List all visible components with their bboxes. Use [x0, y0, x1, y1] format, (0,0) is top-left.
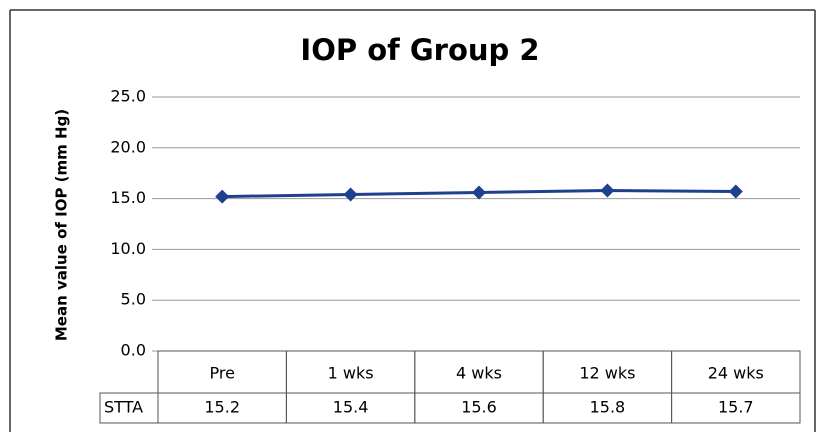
marker	[472, 185, 486, 200]
marker	[728, 184, 743, 199]
y-tick-label: 10.0	[110, 239, 146, 258]
x-tick-label: Pre	[209, 364, 234, 383]
table-value: 15.2	[204, 398, 240, 417]
marker	[215, 189, 230, 204]
y-tick-label: 25.0	[110, 87, 146, 106]
table-cell	[99, 392, 159, 424]
chart-title: IOP of Group 2	[300, 33, 539, 67]
table-value: 15.8	[590, 398, 626, 417]
y-axis-label: Mean value of IOP (mm Hg)	[53, 109, 71, 341]
x-tick-label: 24 wks	[708, 364, 764, 383]
table-cell	[671, 392, 801, 424]
y-tick-label: 5.0	[121, 290, 146, 309]
marker	[343, 187, 358, 202]
table-value: 15.7	[718, 398, 754, 417]
marker	[600, 183, 615, 198]
y-tick-label: 0.0	[121, 341, 146, 360]
table-value: 15.6	[461, 398, 497, 417]
x-tick-label: 1 wks	[328, 364, 374, 383]
x-tick-label: 4 wks	[456, 364, 502, 383]
table-value: 15.4	[333, 398, 369, 417]
x-tick-label: 12 wks	[579, 364, 635, 383]
y-tick-label: 20.0	[110, 137, 146, 156]
y-tick-label: 15.0	[110, 188, 146, 207]
legend-entry: STTA	[104, 398, 143, 417]
